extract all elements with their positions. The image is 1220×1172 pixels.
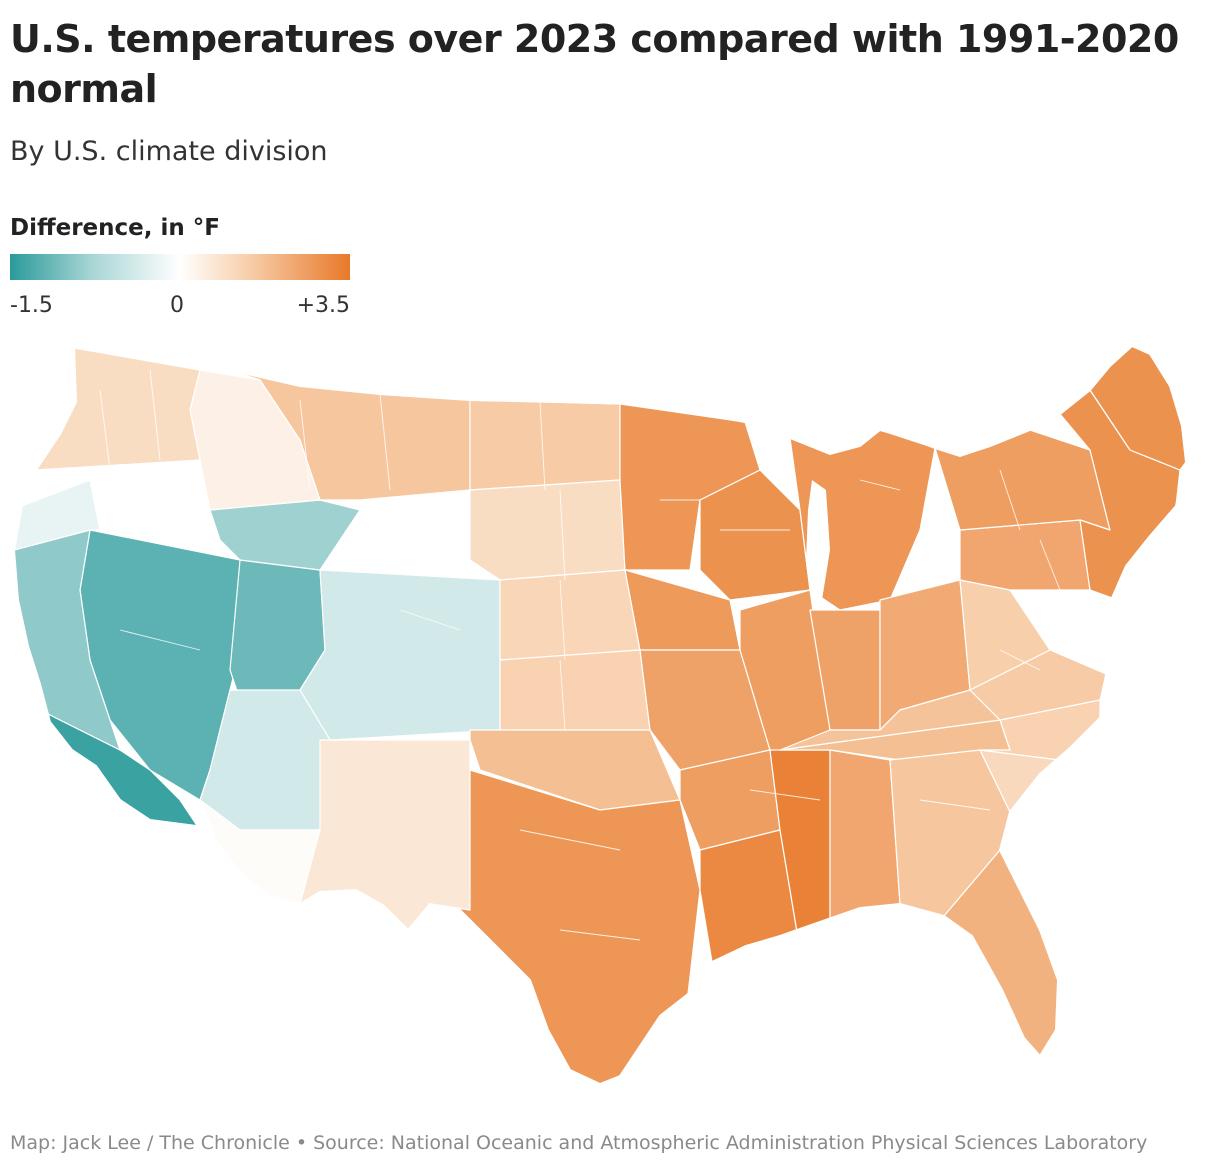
division-boundary-line — [749, 789, 821, 801]
region-nebraska — [499, 569, 641, 661]
division-boundary-line — [559, 659, 566, 731]
map-regions-group — [14, 345, 1186, 1084]
division-boundary-line — [519, 829, 621, 851]
region-kansas — [499, 649, 651, 731]
us-climate-division-map — [12, 342, 1188, 1086]
division-boundary-line — [1039, 539, 1061, 591]
region-new-york — [934, 429, 1111, 531]
division-boundary-line — [119, 629, 201, 651]
legend-max-label: +3.5 — [296, 293, 350, 318]
region-new-mexico — [299, 739, 471, 931]
page-subtitle: By U.S. climate division — [10, 136, 328, 167]
region-washington — [35, 347, 201, 471]
division-boundary-line — [99, 389, 111, 471]
region-pennsylvania — [959, 519, 1091, 591]
division-boundary-line — [299, 399, 311, 491]
region-colorado — [299, 569, 501, 741]
lake-michigan — [806, 480, 830, 602]
division-boundary-line — [919, 799, 991, 811]
legend: Difference, in °F -1.5 0 +3.5 — [10, 212, 350, 318]
division-boundary-line — [559, 579, 566, 661]
page-title: U.S. temperatures over 2023 compared wit… — [10, 17, 1179, 111]
division-boundary-line — [399, 609, 461, 631]
source-credit: Map: Jack Lee / The Chronicle • Source: … — [10, 1132, 1148, 1154]
division-boundary-line — [859, 479, 901, 491]
legend-min-label: -1.5 — [10, 293, 53, 318]
division-boundary-line — [539, 401, 546, 491]
division-boundary-line — [999, 469, 1021, 531]
legend-ramp-rect — [10, 254, 350, 280]
region-alabama — [829, 749, 901, 931]
map-container — [0, 330, 1220, 1100]
division-boundary-line — [379, 393, 391, 491]
division-boundary-line — [559, 489, 566, 581]
legend-mid-label: 0 — [170, 293, 184, 318]
region-south-dakota — [469, 479, 626, 581]
region-texas — [429, 769, 701, 1084]
region-north-dakota — [469, 399, 621, 491]
region-minnesota — [619, 403, 761, 571]
division-boundary-line — [559, 929, 641, 941]
division-boundary-line — [149, 369, 161, 461]
us-outline — [12, 342, 1188, 1086]
legend-color-ramp — [10, 254, 350, 280]
division-boundary-line — [999, 649, 1041, 671]
legend-title: Difference, in °F — [10, 215, 220, 241]
